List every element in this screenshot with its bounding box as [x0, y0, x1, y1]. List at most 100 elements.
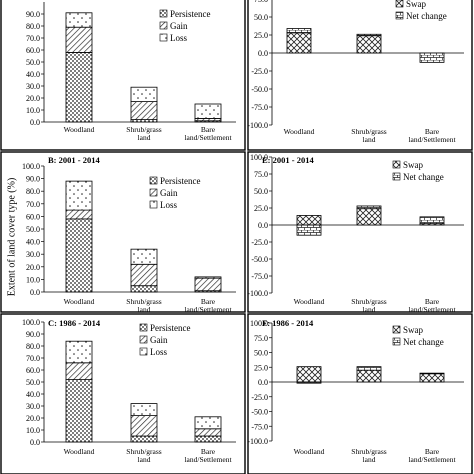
legend-label-D: Net change	[406, 11, 447, 21]
chart-D: -100.0 -75.0 -50.0 -25.0 0.0 25.0 50.0 75.0 Wood…	[247, 0, 464, 144]
bar-B-persistence	[130, 285, 158, 293]
legend-label-C: Persistence	[150, 323, 191, 333]
legend-swatch-A	[159, 9, 168, 18]
bar-B-loss	[130, 248, 158, 265]
y-tick-label-B: 100.0	[22, 162, 40, 171]
bar-C-loss	[130, 403, 158, 417]
bar-C-persistence	[130, 435, 158, 443]
y-tick-label-B: 30.0	[26, 250, 40, 259]
x-category-label-E: Woodland	[294, 297, 325, 306]
y-tick-label-B: 70.0	[26, 200, 40, 209]
legend-swatch-A	[159, 21, 168, 30]
bar-A-gain	[65, 26, 93, 53]
y-tick-label-D: 75.0	[254, 0, 268, 4]
bar-A-loss	[194, 103, 222, 119]
legend-swatch-C	[139, 323, 148, 332]
bar-A-loss	[65, 12, 93, 28]
y-tick-label-A: 70.0	[26, 34, 40, 43]
x-category-label-C: Shrub/grass	[126, 447, 161, 456]
panel-frame-4	[0, 313, 246, 474]
y-tick-label-E: -25.0	[251, 238, 268, 247]
x-category-label-E: land	[363, 305, 376, 314]
y-tick-label-D: -100.0	[247, 121, 268, 130]
y-tick-label-C: 90.0	[26, 330, 40, 339]
x-category-label-A: Bare	[201, 125, 216, 134]
bar-A-gain	[130, 101, 158, 120]
bar-D-swap	[356, 35, 382, 54]
y-tick-label-F: -25.0	[251, 393, 268, 402]
chart-F: -100.0 -75.0 -50.0 -25.0 0.0 25.0 50.0 75.0 100.…	[247, 318, 464, 464]
y-tick-label-E: -50.0	[251, 255, 268, 264]
y-tick-label-E: 25.0	[254, 204, 268, 213]
legend-swatch-F	[392, 325, 401, 334]
y-tick-label-C: 100.0	[22, 318, 40, 327]
bar-E-net-change	[296, 224, 322, 236]
y-tick-label-A: 20.0	[26, 94, 40, 103]
chart-title-E: E: 2001 - 2014	[262, 155, 314, 165]
y-tick-label-E: -100.0	[247, 289, 268, 298]
legend-label-C: Gain	[150, 335, 168, 345]
y-tick-label-A: 10.0	[26, 106, 40, 115]
x-category-label-C: land/Settlement	[184, 455, 232, 464]
y-tick-label-C: 80.0	[26, 342, 40, 351]
x-category-label-F: land/Settlement	[408, 455, 456, 464]
legend-swatch-C	[139, 347, 148, 356]
y-tick-label-A: 40.0	[26, 70, 40, 79]
legend-label-A: Gain	[170, 21, 188, 31]
bar-F-swap	[419, 373, 445, 383]
chart-title-B: B: 2001 - 2014	[48, 155, 100, 165]
legend-swatch-A	[159, 33, 168, 42]
x-category-label-A: land	[138, 133, 151, 142]
y-tick-label-F: 25.0	[254, 363, 268, 372]
bar-D-net-change	[356, 33, 382, 37]
chart-title-F: F: 1986 - 2014	[262, 318, 314, 328]
y-tick-label-A: 60.0	[26, 46, 40, 55]
legend-label-B: Loss	[160, 200, 178, 210]
legend-label-A: Persistence	[170, 9, 211, 19]
y-tick-label-A: 50.0	[26, 58, 40, 67]
y-tick-label-B: 40.0	[26, 238, 40, 247]
legend-label-F: Net change	[403, 337, 444, 347]
y-tick-label-C: 50.0	[26, 378, 40, 387]
legend-label-C: Loss	[150, 347, 168, 357]
y-tick-label-C: 10.0	[26, 426, 40, 435]
bar-C-gain	[194, 428, 222, 437]
x-category-label-E: land/Settlement	[408, 305, 456, 314]
bar-C-loss	[65, 340, 93, 364]
x-category-label-D: Shrub/grass	[351, 127, 386, 136]
y-tick-label-F: 100.0	[250, 319, 268, 328]
x-category-label-F: Shrub/grass	[351, 447, 386, 456]
x-category-label-F: land	[363, 455, 376, 464]
bar-F-swap	[296, 366, 322, 383]
y-tick-label-B: 80.0	[26, 187, 40, 196]
y-tick-label-C: 0.0	[30, 438, 40, 447]
legend-swatch-D	[395, 11, 404, 20]
y-tick-label-F: 0.0	[258, 378, 268, 387]
x-category-label-D: land/Settlement	[408, 135, 456, 144]
y-tick-label-B: 90.0	[26, 175, 40, 184]
legend-label-D: Swap	[406, 0, 426, 9]
bar-C-gain	[130, 415, 158, 437]
legend-label-B: Gain	[160, 188, 178, 198]
bar-D-net-change	[286, 28, 312, 34]
panel-frame-5	[247, 313, 473, 474]
x-category-label-B: Shrub/grass	[126, 297, 161, 306]
panel-frame-1	[247, 0, 473, 151]
y-tick-label-C: 30.0	[26, 402, 40, 411]
x-category-label-A: Shrub/grass	[126, 125, 161, 134]
bar-E-swap	[296, 215, 322, 226]
x-category-label-F: Bare	[425, 447, 440, 456]
bar-F-net-change	[296, 381, 322, 384]
x-category-label-B: land	[138, 305, 151, 314]
panel-frame-2	[0, 151, 246, 313]
legend-swatch-E	[392, 172, 401, 181]
y-tick-label-C: 40.0	[26, 390, 40, 399]
y-tick-label-B: 50.0	[26, 225, 40, 234]
legend-label-E: Swap	[403, 160, 423, 170]
bar-F-swap	[356, 369, 382, 383]
legend-swatch-B	[149, 188, 158, 197]
bar-B-gain	[65, 209, 93, 220]
panel-frame-0	[0, 0, 246, 151]
bar-E-net-change	[356, 205, 382, 210]
x-category-label-A: land/Settlement	[184, 133, 232, 142]
